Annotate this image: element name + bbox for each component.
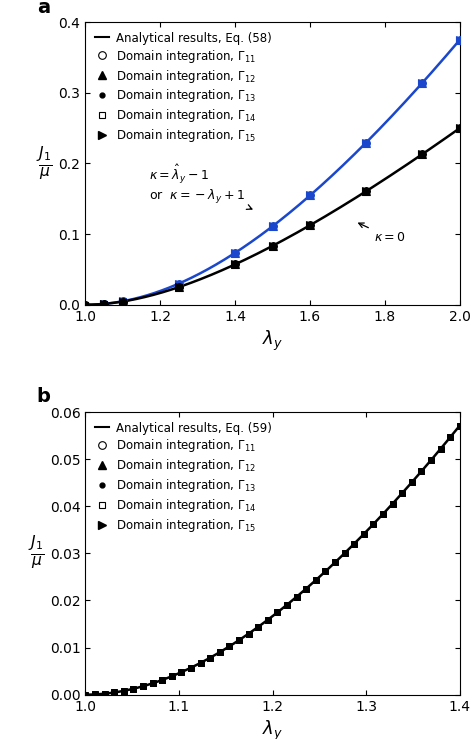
Text: $\kappa = \hat{\lambda}_y - 1$
or  $\kappa = -\lambda_y + 1$: $\kappa = \hat{\lambda}_y - 1$ or $\kapp… (149, 163, 252, 209)
Y-axis label: $\frac{J_1}{\mu}$: $\frac{J_1}{\mu}$ (27, 534, 44, 573)
Legend: Analytical results, Eq. (58), Domain integration, $\Gamma_{11}$, Domain integrat: Analytical results, Eq. (58), Domain int… (91, 28, 275, 148)
Text: $\kappa = 0$: $\kappa = 0$ (359, 223, 405, 244)
Y-axis label: $\frac{J_1}{\mu}$: $\frac{J_1}{\mu}$ (36, 144, 53, 183)
Legend: Analytical results, Eq. (59), Domain integration, $\Gamma_{11}$, Domain integrat: Analytical results, Eq. (59), Domain int… (91, 418, 275, 538)
X-axis label: $\lambda_y$: $\lambda_y$ (262, 719, 283, 739)
X-axis label: $\lambda_y$: $\lambda_y$ (262, 329, 283, 353)
Text: a: a (36, 0, 50, 16)
Text: b: b (36, 387, 51, 406)
